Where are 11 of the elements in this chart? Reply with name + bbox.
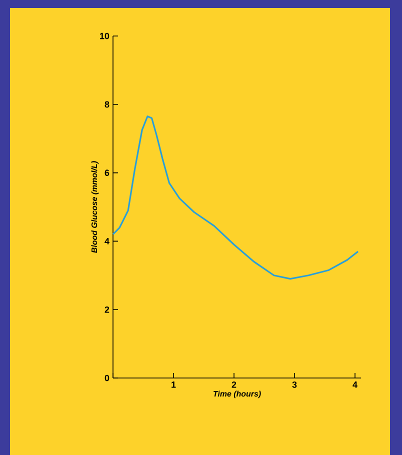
y-tick-label: 4 bbox=[104, 238, 110, 244]
y-tick-label: 0 bbox=[104, 374, 110, 382]
line-series bbox=[112, 116, 359, 280]
y-tick-label: 8 bbox=[104, 101, 110, 108]
x-tick-label: 1 bbox=[172, 382, 176, 388]
y-tick-label: 10 bbox=[100, 32, 110, 40]
x-tick-label: 2 bbox=[232, 382, 236, 388]
y-tick-label: 6 bbox=[104, 170, 110, 176]
x-tick-label: 4 bbox=[352, 382, 358, 388]
x-tick-label: 3 bbox=[292, 382, 297, 388]
y-tick-label: 2 bbox=[104, 306, 110, 313]
